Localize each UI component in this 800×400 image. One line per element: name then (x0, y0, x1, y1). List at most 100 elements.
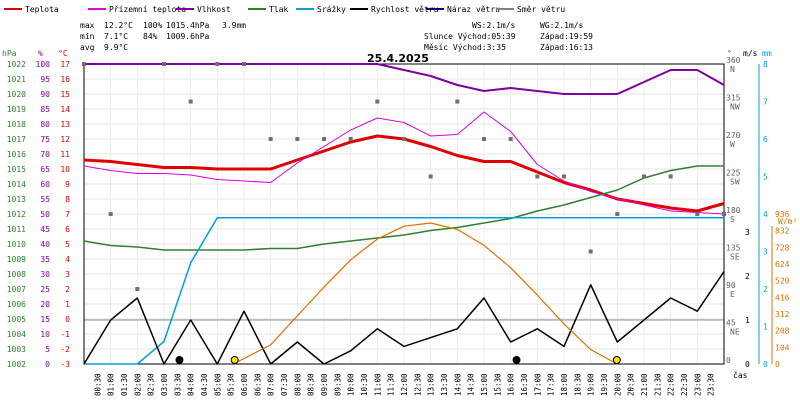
x-tick: 13:00 (427, 373, 436, 396)
temperature-tick: 9 (65, 180, 70, 189)
x-tick: 12:30 (413, 373, 422, 396)
solar-tick: 520 (775, 277, 790, 286)
wind-direction-point (588, 249, 593, 254)
x-tick: 07:00 (267, 373, 276, 396)
wind-direction-point (108, 212, 113, 216)
x-tick: 09:30 (333, 373, 342, 396)
x-tick: 15:00 (480, 373, 489, 396)
stats-min-temp: 7.1°C (104, 32, 128, 41)
x-tick: 18:30 (573, 373, 582, 396)
x-tick: 05:30 (227, 373, 236, 396)
wind-direction-point (322, 137, 326, 141)
humidity-tick: 100 (36, 60, 51, 69)
pressure-tick: 1018 (7, 120, 26, 129)
x-tick: 16:00 (507, 373, 516, 396)
direction-tick-label: NE (730, 328, 740, 337)
plot-area (82, 62, 726, 365)
wind-tick: 0 (745, 360, 750, 369)
x-tick: 06:00 (240, 373, 249, 396)
series-line-4 (84, 217, 724, 365)
x-tick: 03:30 (173, 373, 182, 396)
x-tick: 19:00 (587, 373, 596, 396)
pressure-tick: 1007 (7, 285, 26, 294)
pressure-tick: 1003 (7, 345, 26, 354)
pressure-tick: 1012 (7, 210, 26, 219)
solar-tick: 936 (775, 210, 790, 219)
humidity-tick: 40 (40, 240, 50, 249)
x-tick: 11:30 (387, 373, 396, 396)
info-moon-set: Západ:16:13 (540, 43, 593, 52)
pressure-tick: 1005 (7, 315, 26, 324)
sunset-marker (612, 356, 621, 364)
wind-direction-point (375, 99, 380, 104)
x-tick: 14:30 (467, 373, 476, 396)
x-tick: 16:30 (520, 373, 529, 396)
pressure-tick: 1004 (7, 330, 26, 339)
temperature-tick: 11 (60, 150, 70, 159)
rain-tick: 1 (763, 323, 768, 332)
solar-tick: 208 (775, 327, 790, 336)
humidity-tick: 15 (40, 315, 50, 324)
x-tick: 22:30 (680, 373, 689, 396)
wind-direction-point (482, 137, 486, 141)
pressure-tick: 1014 (7, 180, 26, 189)
temperature-tick: 5 (65, 240, 70, 249)
humidity-tick: 5 (45, 345, 50, 354)
direction-tick: 0 (726, 356, 731, 365)
stats-max-rain: 3.9mm (222, 21, 246, 30)
direction-tick-label: NW (730, 103, 740, 112)
info-wg: WG:2.1m/s (540, 21, 584, 30)
info-ws: WS:2.1m/s (472, 21, 516, 30)
x-tick: 11:00 (373, 373, 382, 396)
direction-tick: 90 (726, 281, 736, 290)
wind-direction-point (562, 174, 566, 179)
x-tick: 12:00 (400, 373, 409, 396)
temperature-tick: 0 (65, 315, 70, 324)
chart-title: 25.4.2025 (367, 52, 429, 65)
x-tick: 15:30 (493, 373, 502, 396)
direction-tick: 45 (726, 319, 736, 328)
wind-direction-point (668, 174, 673, 179)
humidity-tick: 10 (40, 330, 50, 339)
temperature-tick: 7 (65, 210, 70, 219)
wind-direction-point (402, 137, 406, 141)
info-sun-rise: Slunce Východ:05:39 (424, 32, 516, 41)
axis-ticks: 1022102110201019101810171016101510141013… (7, 56, 790, 396)
x-axis-label: čas (733, 370, 748, 380)
direction-tick-label: E (730, 290, 735, 299)
x-tick: 09:00 (320, 373, 329, 396)
wind-direction-point (508, 137, 513, 141)
humidity-tick: 95 (40, 75, 50, 84)
temperature-tick: 17 (60, 60, 70, 69)
pressure-tick: 1009 (7, 255, 26, 264)
x-tick: 21:30 (653, 373, 662, 396)
humidity-tick: 65 (40, 165, 50, 174)
x-tick: 23:00 (693, 373, 702, 396)
legend-label: Srážky (317, 5, 346, 14)
pressure-unit: hPa (2, 49, 17, 58)
wind-direction-point (215, 62, 220, 66)
x-tick: 04:00 (187, 373, 196, 396)
temperature-tick: 16 (60, 75, 70, 84)
humidity-tick: 20 (40, 300, 50, 309)
direction-unit: ° (727, 49, 732, 58)
humidity-tick: 50 (40, 210, 50, 219)
humidity-tick: 55 (40, 195, 50, 204)
direction-tick: 360 (726, 56, 741, 65)
humidity-tick: 0 (45, 360, 50, 369)
humidity-tick: 45 (40, 225, 50, 234)
stats-avg-temp: 9.9°C (104, 43, 128, 52)
x-tick: 18:00 (560, 373, 569, 396)
pressure-tick: 1015 (7, 165, 26, 174)
x-tick: 08:00 (293, 373, 302, 396)
x-tick: 00:30 (93, 373, 102, 396)
rain-tick: 5 (763, 173, 768, 182)
wind-direction-point (268, 137, 273, 141)
x-tick: 22:00 (667, 373, 676, 396)
direction-tick: 225 (726, 169, 741, 178)
x-tick: 06:30 (253, 373, 262, 396)
temperature-unit: °C (58, 49, 68, 58)
temperature-tick: 4 (65, 255, 70, 264)
stats-max-hum: 100% (143, 21, 162, 30)
x-tick: 21:00 (640, 373, 649, 396)
